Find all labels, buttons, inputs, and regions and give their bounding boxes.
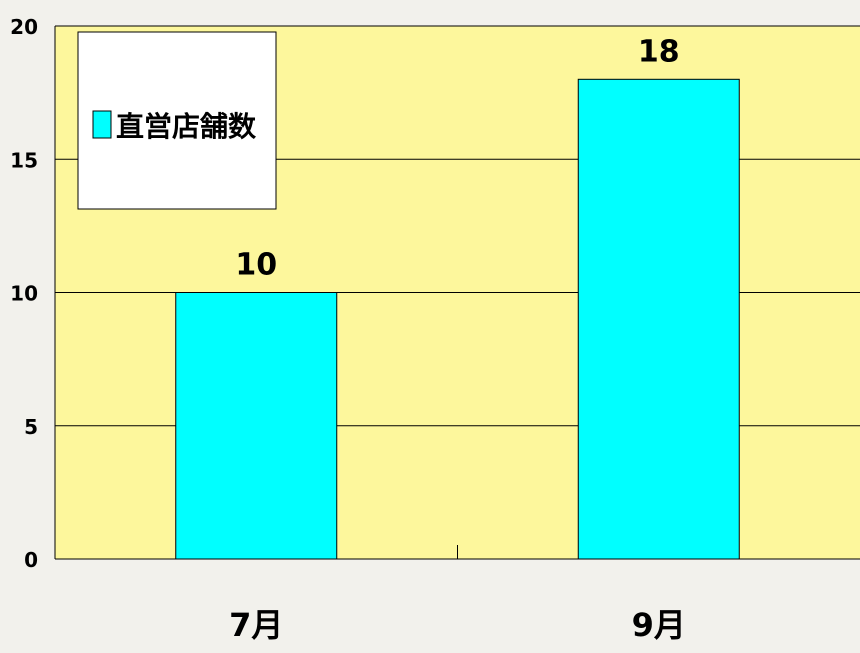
bar — [175, 292, 338, 560]
y-tick-label: 0 — [24, 548, 38, 572]
y-tick-label: 15 — [10, 148, 38, 172]
data-label: 18 — [638, 34, 680, 69]
x-tick-label: 9月 — [632, 606, 686, 644]
y-tick-label: 20 — [10, 15, 38, 39]
bar — [577, 78, 740, 560]
data-label: 10 — [235, 248, 277, 283]
x-tick-label: 7月 — [229, 606, 283, 644]
legend-label: 直営店舗数 — [116, 110, 257, 143]
y-tick-label: 10 — [10, 282, 38, 306]
legend: 直営店舗数 — [77, 31, 277, 210]
y-axis-ticks: 0 5 10 15 20 — [10, 15, 38, 572]
legend-swatch — [92, 110, 112, 139]
bars — [175, 78, 740, 560]
x-axis-ticks: 7月 9月 — [229, 545, 686, 644]
y-tick-label: 5 — [24, 415, 38, 439]
data-labels: 10 18 — [235, 34, 679, 282]
